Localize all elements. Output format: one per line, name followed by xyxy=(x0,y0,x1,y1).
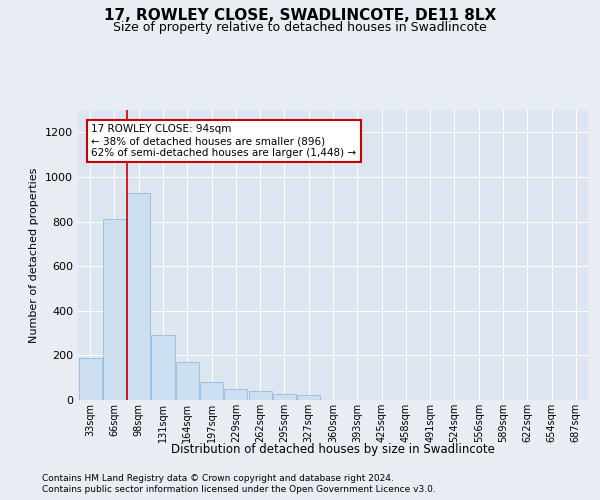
Text: Distribution of detached houses by size in Swadlincote: Distribution of detached houses by size … xyxy=(171,442,495,456)
Text: Size of property relative to detached houses in Swadlincote: Size of property relative to detached ho… xyxy=(113,21,487,34)
Text: 17 ROWLEY CLOSE: 94sqm
← 38% of detached houses are smaller (896)
62% of semi-de: 17 ROWLEY CLOSE: 94sqm ← 38% of detached… xyxy=(91,124,356,158)
Bar xyxy=(297,395,320,400)
Text: Contains public sector information licensed under the Open Government Licence v3: Contains public sector information licen… xyxy=(42,485,436,494)
Bar xyxy=(79,358,101,400)
Text: Contains HM Land Registry data © Crown copyright and database right 2024.: Contains HM Land Registry data © Crown c… xyxy=(42,474,394,483)
Bar xyxy=(103,220,126,400)
Bar xyxy=(224,389,247,400)
Y-axis label: Number of detached properties: Number of detached properties xyxy=(29,168,40,342)
Bar xyxy=(248,390,272,400)
Bar xyxy=(273,394,296,400)
Bar xyxy=(127,192,150,400)
Bar xyxy=(151,336,175,400)
Text: 17, ROWLEY CLOSE, SWADLINCOTE, DE11 8LX: 17, ROWLEY CLOSE, SWADLINCOTE, DE11 8LX xyxy=(104,8,496,22)
Bar xyxy=(200,382,223,400)
Bar xyxy=(176,362,199,400)
